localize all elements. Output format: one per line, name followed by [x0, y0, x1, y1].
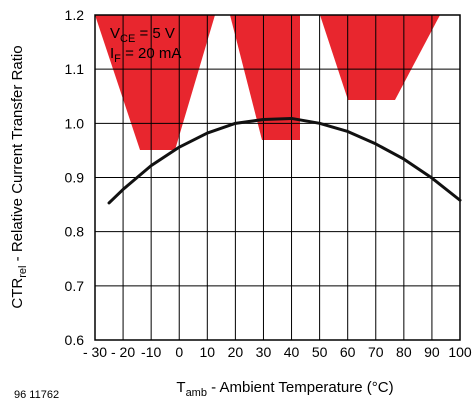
plot-frame — [94, 14, 461, 341]
x-tick-label: 50 — [312, 344, 328, 360]
x-tick-labels: - 30- 20 -10 0 10 20 30 40 50 60 70 80 90 100 — [83, 344, 472, 360]
y-tick-label: 0.6 — [65, 332, 85, 348]
x-tick-label: 30 — [256, 344, 272, 360]
figure-id: 96 11762 — [14, 389, 59, 401]
y-tick-label: 1.0 — [65, 115, 85, 131]
x-axis-label: Tamb - Ambient Temperature (°C) — [176, 379, 393, 399]
x-tick-label: 80 — [396, 344, 412, 360]
y-axis-label: CTRrel - Relative Current Transfer Ratio — [9, 45, 29, 308]
x-tick-label: - 30 — [83, 344, 107, 360]
condition-annotation: IF = 20 mA — [110, 45, 181, 65]
x-tick-label: 90 — [424, 344, 440, 360]
x-tick-label: 100 — [448, 344, 472, 360]
y-tick-label: 1.1 — [65, 61, 85, 77]
y-tick-label: 0.8 — [65, 224, 85, 240]
x-tick-label: - 20 — [111, 344, 135, 360]
watermark-shape — [320, 15, 440, 100]
watermark-logo — [95, 15, 440, 150]
condition-annotation: VCE = 5 V — [110, 25, 175, 45]
x-tick-label: 10 — [200, 344, 216, 360]
series-line — [107, 116, 462, 205]
y-tick-labels: 0.6 0.7 0.8 0.9 1.0 1.1 1.2 — [65, 7, 85, 348]
annotations: VCE = 5 VIF = 20 mA — [110, 25, 181, 65]
x-tick-label: 20 — [228, 344, 244, 360]
y-tick-label: 0.7 — [65, 278, 85, 294]
x-tick-label: 40 — [284, 344, 300, 360]
y-tick-label: 1.2 — [65, 7, 85, 23]
y-tick-label: 0.9 — [65, 170, 85, 186]
x-tick-label: 70 — [368, 344, 384, 360]
x-tick-label: 60 — [340, 344, 356, 360]
x-tick-label: -10 — [141, 344, 161, 360]
watermark-shape — [230, 15, 300, 140]
watermark-shape — [95, 15, 215, 150]
series-layer — [107, 116, 462, 205]
x-tick-label: 0 — [175, 344, 183, 360]
